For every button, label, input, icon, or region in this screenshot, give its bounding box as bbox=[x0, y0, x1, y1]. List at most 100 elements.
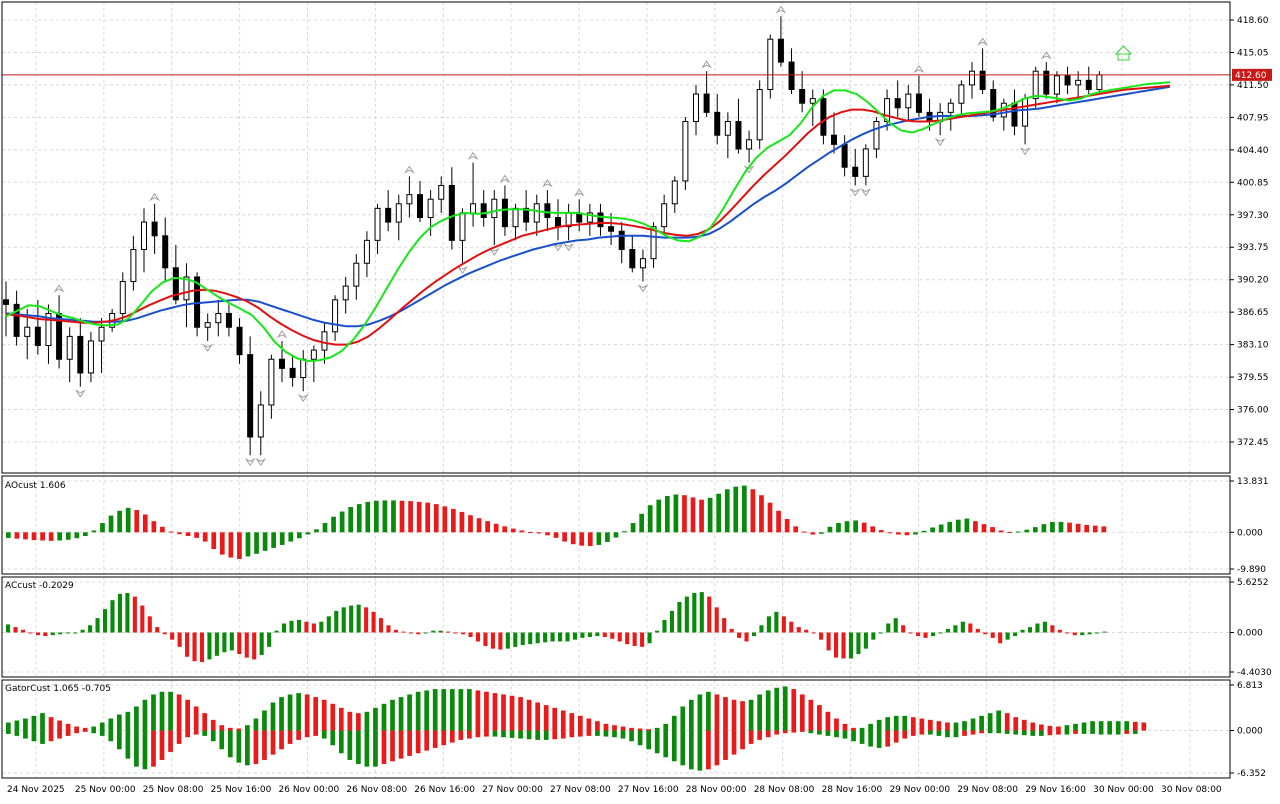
candle-body[interactable] bbox=[183, 276, 190, 301]
candle-body[interactable] bbox=[639, 258, 646, 269]
candle-body[interactable] bbox=[289, 367, 296, 379]
candle-body[interactable] bbox=[141, 221, 147, 251]
candle-body[interactable] bbox=[1085, 79, 1092, 90]
candle-body[interactable] bbox=[1022, 98, 1029, 127]
candle-body[interactable] bbox=[852, 166, 859, 177]
candle-body[interactable] bbox=[1053, 75, 1060, 95]
candle-body[interactable] bbox=[470, 203, 477, 214]
candle-body[interactable] bbox=[417, 194, 423, 219]
candle-body[interactable] bbox=[151, 221, 158, 237]
candle-body[interactable] bbox=[979, 70, 986, 90]
candle-body[interactable] bbox=[353, 262, 360, 287]
candle-body[interactable] bbox=[788, 61, 795, 90]
candle-body[interactable] bbox=[1032, 70, 1039, 100]
candle-body[interactable] bbox=[45, 313, 52, 347]
candle-body[interactable] bbox=[172, 267, 179, 301]
candle-body[interactable] bbox=[1043, 70, 1050, 95]
buy-arrow-icon[interactable] bbox=[1114, 45, 1133, 55]
candle-body[interactable] bbox=[714, 111, 721, 136]
candle-body[interactable] bbox=[990, 88, 997, 118]
candle-body[interactable] bbox=[682, 120, 689, 182]
candle-body[interactable] bbox=[629, 249, 636, 269]
candle-body[interactable] bbox=[746, 139, 753, 150]
candle-body[interactable] bbox=[363, 239, 370, 264]
candle-body[interactable] bbox=[448, 185, 455, 241]
candle-body[interactable] bbox=[13, 303, 20, 337]
candle-body[interactable] bbox=[1096, 74, 1103, 90]
candle-body[interactable] bbox=[671, 180, 678, 205]
candle-body[interactable] bbox=[862, 148, 869, 177]
price-pane[interactable]: 412.60 bbox=[2, 5, 1272, 467]
candle-body[interactable] bbox=[820, 98, 827, 136]
candle-body[interactable] bbox=[969, 70, 975, 86]
candle-body[interactable] bbox=[130, 249, 137, 283]
gator-pane[interactable] bbox=[6, 686, 1147, 771]
candle-body[interactable] bbox=[236, 326, 243, 356]
candle-body[interactable] bbox=[77, 335, 84, 374]
candle-body[interactable] bbox=[257, 404, 264, 438]
candle-body[interactable] bbox=[480, 203, 487, 219]
candle-body[interactable] bbox=[767, 38, 774, 90]
candle-body[interactable] bbox=[438, 185, 445, 200]
candle-body[interactable] bbox=[300, 358, 307, 379]
candle-body[interactable] bbox=[66, 335, 73, 360]
candle-body[interactable] bbox=[661, 203, 668, 228]
candle-body[interactable] bbox=[162, 235, 169, 269]
candle-body[interactable] bbox=[703, 93, 710, 113]
candle-body[interactable] bbox=[693, 93, 699, 122]
candle-body[interactable] bbox=[491, 198, 498, 219]
candle-body[interactable] bbox=[894, 98, 901, 109]
candle-body[interactable] bbox=[459, 212, 466, 241]
candle-body[interactable] bbox=[618, 230, 625, 251]
candle-body[interactable] bbox=[395, 203, 402, 223]
candle-body[interactable] bbox=[756, 88, 763, 141]
candle-body[interactable] bbox=[608, 226, 615, 232]
candle-body[interactable] bbox=[1064, 75, 1071, 86]
candle-body[interactable] bbox=[98, 326, 105, 342]
candle-body[interactable] bbox=[555, 217, 561, 228]
candle-body[interactable] bbox=[831, 134, 837, 145]
candle-body[interactable] bbox=[947, 102, 954, 113]
candle-body[interactable] bbox=[873, 120, 880, 150]
candle-body[interactable] bbox=[310, 349, 317, 360]
candle-body[interactable] bbox=[204, 322, 211, 328]
ac-pane[interactable] bbox=[6, 592, 1107, 663]
candle-body[interactable] bbox=[268, 358, 275, 406]
candle-body[interactable] bbox=[1011, 102, 1018, 127]
candle-body[interactable] bbox=[321, 331, 328, 351]
candle-body[interactable] bbox=[777, 38, 784, 63]
candle-body[interactable] bbox=[841, 143, 848, 168]
candle-body[interactable] bbox=[119, 281, 126, 315]
candle-body[interactable] bbox=[799, 88, 806, 104]
candle-body[interactable] bbox=[650, 226, 657, 260]
candle-body[interactable] bbox=[279, 358, 285, 369]
candle-body[interactable] bbox=[342, 285, 349, 301]
candle-body[interactable] bbox=[544, 203, 551, 219]
candle-body[interactable] bbox=[905, 93, 912, 109]
candle-body[interactable] bbox=[735, 120, 742, 150]
candle-body[interactable] bbox=[958, 84, 965, 104]
candle-body[interactable] bbox=[3, 299, 9, 305]
candle-body[interactable] bbox=[374, 207, 381, 241]
candle-body[interactable] bbox=[332, 299, 339, 333]
candle-body[interactable] bbox=[34, 326, 41, 347]
candle-body[interactable] bbox=[512, 207, 519, 228]
candle-body[interactable] bbox=[724, 120, 731, 136]
candle-body[interactable] bbox=[215, 313, 222, 324]
candle-body[interactable] bbox=[523, 207, 530, 223]
candle-body[interactable] bbox=[1075, 79, 1082, 86]
candle-body[interactable] bbox=[597, 212, 604, 228]
candle-body[interactable] bbox=[247, 354, 254, 438]
candle-body[interactable] bbox=[586, 212, 593, 223]
candle-body[interactable] bbox=[533, 203, 540, 223]
candle-body[interactable] bbox=[915, 93, 922, 113]
candle-body[interactable] bbox=[24, 326, 31, 337]
ao-pane[interactable] bbox=[6, 485, 1107, 560]
candle-body[interactable] bbox=[501, 198, 508, 228]
candle-body[interactable] bbox=[406, 194, 413, 205]
candle-body[interactable] bbox=[809, 98, 816, 104]
candle-body[interactable] bbox=[225, 313, 232, 328]
candle-body[interactable] bbox=[87, 340, 94, 374]
